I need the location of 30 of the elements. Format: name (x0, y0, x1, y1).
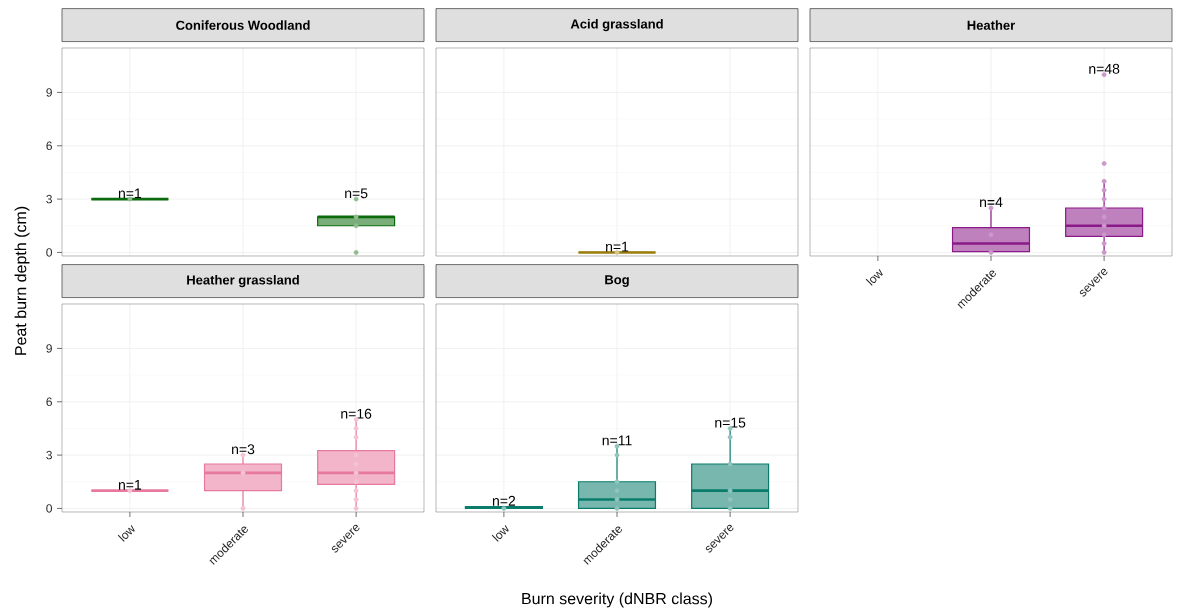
annotation: n=16 (341, 408, 372, 419)
x-tick-label: low (491, 525, 509, 542)
x-tick-label: low (865, 269, 883, 286)
point (353, 250, 359, 255)
chart-title: Acid grassland (570, 19, 663, 32)
x-tick-label: low (117, 525, 135, 542)
annotation: n=5 (345, 188, 368, 199)
annotation: n=48 (1089, 63, 1120, 74)
chart-title: Heather grassland (187, 275, 299, 288)
y-tick-label: 3 (46, 450, 52, 460)
y-axis-title: Peat burn depth (cm) (14, 206, 30, 355)
annotation: n=2 (492, 495, 516, 506)
y-tick-label: 0 (46, 504, 53, 513)
annotation: n=4 (980, 197, 1003, 207)
y-tick-label: 6 (46, 397, 52, 407)
annotation: n=1 (118, 188, 142, 199)
chart-title: Bog (605, 275, 629, 287)
annotation: n=1 (606, 241, 629, 252)
y-tick-label: 9 (46, 88, 52, 97)
x-axis-title: Burn severity (dNBR class) (522, 592, 712, 608)
annotation: n=11 (602, 435, 632, 446)
y-tick-label: 0 (46, 248, 53, 257)
annotation: n=1 (118, 480, 142, 490)
annotation: n=3 (232, 444, 255, 455)
chart-title: Coniferous Woodland (176, 20, 310, 30)
y-tick-label: 6 (46, 141, 52, 151)
annotation: n=15 (715, 417, 746, 428)
y-tick-label: 3 (46, 194, 52, 204)
y-tick-label: 9 (46, 344, 52, 353)
chart-title: Heather (967, 20, 1015, 30)
